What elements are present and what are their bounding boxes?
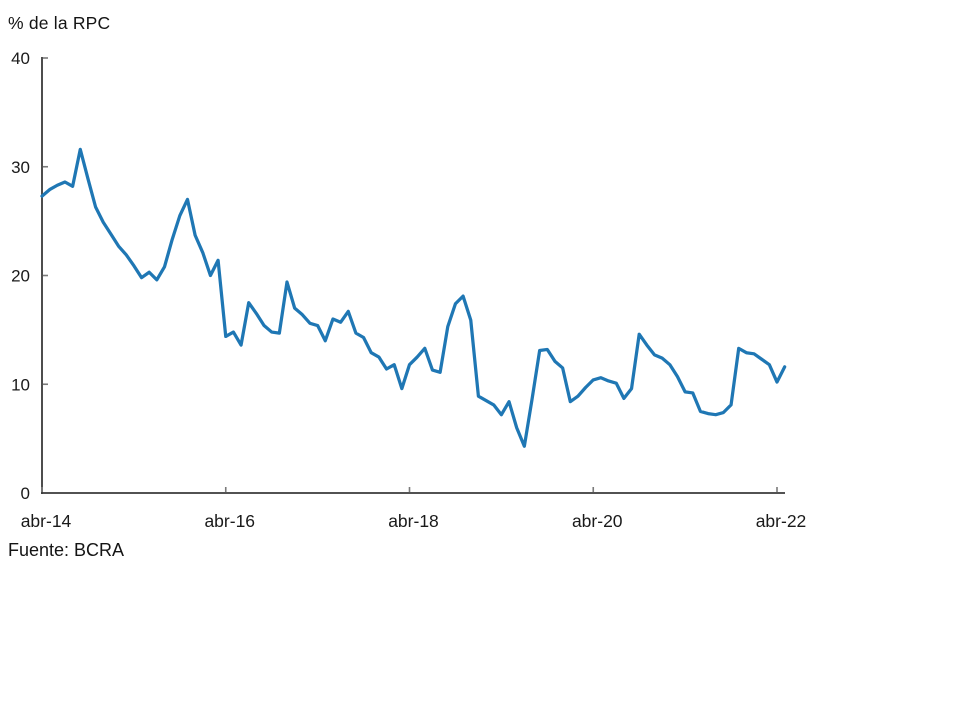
x-tick-label: abr-14 [21, 511, 72, 531]
chart-title: % de la RPC [8, 13, 111, 33]
source-note: Fuente: BCRA [8, 540, 125, 560]
data-line-series [40, 147, 787, 448]
y-tick-label: 20 [11, 267, 30, 286]
x-tick-label: abr-16 [204, 511, 255, 531]
y-tick-label: 40 [11, 49, 30, 68]
y-tick-label: 0 [21, 484, 30, 503]
x-tick-label: abr-20 [572, 511, 623, 531]
y-tick-label: 30 [11, 158, 30, 177]
x-tick-label: abr-22 [756, 511, 807, 531]
x-tick-label: abr-18 [388, 511, 439, 531]
y-tick-label: 10 [11, 375, 30, 394]
